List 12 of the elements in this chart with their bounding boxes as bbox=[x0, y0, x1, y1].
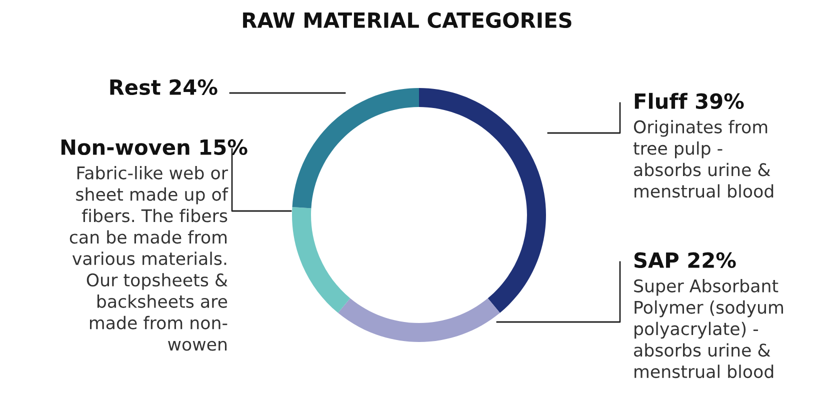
chart-title: RAW MATERIAL CATEGORIES bbox=[243, 12, 572, 28]
slice-label: Fluff 39% bbox=[634, 92, 744, 110]
donut-slice bbox=[292, 207, 350, 313]
donut-slice bbox=[292, 88, 419, 208]
donut-slice bbox=[419, 88, 546, 313]
slice-label: SAP 22% bbox=[634, 252, 736, 268]
text: Super Absorbant Polymer (sodyum polyacrylate) - absorbs urine & menstrual blood bbox=[634, 279, 783, 378]
text: Originates from tree pulp - absorbs urine & menstrual blood bbox=[633, 120, 774, 198]
text: Fabric-like web or sheet made up of fibers. The fibers can be made from various materials. Our topsheets & backsheets are made from non- wowen bbox=[70, 166, 228, 351]
donut-slice bbox=[338, 298, 500, 342]
slice-label: Rest 24% bbox=[110, 79, 218, 96]
slice-label: Non-woven 15% bbox=[61, 139, 248, 156]
